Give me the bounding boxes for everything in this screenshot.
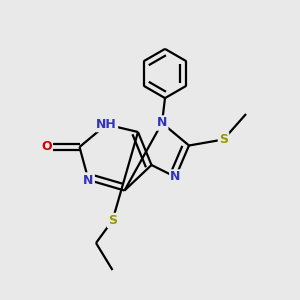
Text: N: N [170,170,181,184]
Text: N: N [157,116,167,130]
Text: NH: NH [96,118,117,131]
Text: N: N [83,173,94,187]
Text: S: S [108,214,117,227]
Text: O: O [41,140,52,154]
Text: S: S [219,133,228,146]
